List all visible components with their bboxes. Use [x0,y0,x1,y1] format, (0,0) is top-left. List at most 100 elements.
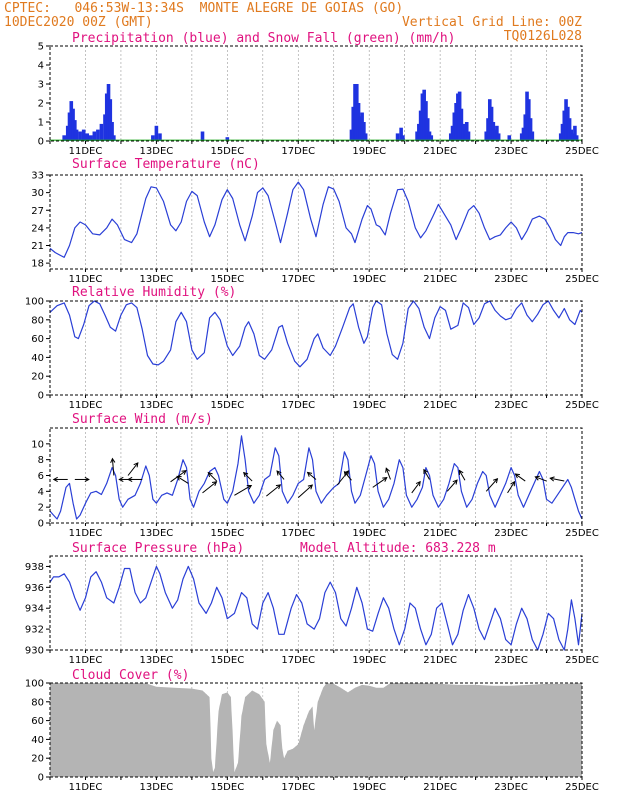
precip-bar [151,135,155,141]
wind-arrow [202,481,217,494]
wind-arrow-head [493,477,499,484]
wind-arrow-head [84,476,90,483]
vertical-grid-note: Vertical Grid Line: 00Z [402,15,582,30]
meteogram-panels: Precipitation (blue) and Snow Fall (gree… [25,31,599,793]
wind-arrow-head [133,462,139,468]
y-tick-label: 6 [38,471,44,482]
y-tick-label: 40 [31,735,44,746]
x-tick-label: 25DEC [565,782,599,793]
x-tick-label: 25DEC [565,400,599,411]
wind-arrow-head [549,476,555,482]
wind-arrow [234,485,252,496]
x-tick-label: 25DEC [565,655,599,666]
wind-arrow [458,470,466,481]
run-date: 10DEC2020 00Z (GMT) [4,15,153,30]
y-tick-label: 18 [31,259,44,270]
x-tick-label: 17DEC [281,528,315,539]
wind-arrow-head [382,476,388,482]
y-tick-label: 938 [25,562,44,573]
wind-arrow-head [127,476,133,483]
wind-arrow-head [207,471,213,478]
precip-bar [154,125,159,141]
x-tick-label: 17DEC [281,782,315,793]
wind-arrow [507,481,515,494]
wind-arrow [297,484,313,499]
precip-bar [362,122,366,141]
wind-arrow [535,476,547,482]
panel-title-cloud: Cloud Cover (%) [72,668,189,683]
wind-arrow-head [458,469,464,475]
panel-cloud: Cloud Cover (%) 0 20 40 60 80 100 11DEC 13DEC 15D… [25,668,599,793]
wind-line [49,435,583,520]
precip-bar [429,135,434,141]
x-tick-label: 11DEC [69,528,103,539]
precip-bar [78,131,82,141]
panel-precip: Precipitation (blue) and Snow Fall (gree… [38,31,599,157]
y-tick-label: 21 [31,241,44,252]
wind-arrow [550,477,565,482]
wind-arrow-head [415,480,421,487]
y-tick-label: 20 [31,372,44,383]
y-tick-label: 24 [31,223,44,234]
panel-title-temp: Surface Temperature (nC) [72,157,260,172]
x-tick-label: 23DEC [494,528,528,539]
y-tick-label: 20 [31,754,44,765]
cloud-cover-area [50,683,582,777]
y-tick-label: 80 [31,697,44,708]
x-tick-label: 13DEC [140,400,174,411]
x-tick-label: 21DEC [423,655,457,666]
y-tick-label: 934 [25,604,44,615]
y-tick-label: 3 [38,80,44,91]
wind-arrow-head [510,480,516,487]
x-tick-label: 19DEC [352,400,386,411]
wind-arrow [243,472,253,482]
temp-line [49,181,583,258]
x-tick-label: 15DEC [210,400,244,411]
x-tick-label: 21DEC [423,400,457,411]
rh-line [49,300,583,368]
precip-bar [110,122,114,141]
x-tick-label: 21DEC [423,528,457,539]
precip-bar [108,99,113,141]
wind-arrow [127,462,139,476]
y-tick-label: 930 [25,646,44,657]
y-tick-label: 100 [25,679,44,690]
precip-bar [507,135,512,141]
x-tick-label: 11DEC [69,782,103,793]
x-tick-label: 13DEC [140,274,174,285]
station-header: CPTEC: 046:53W-13:34S MONTE ALEGRE DE GO… [4,1,403,16]
wind-arrow-head [306,471,313,477]
panel-rh: Relative Humidity (%) 0 20 40 60 80 100 11DEC 13… [25,285,599,411]
y-tick-label: 2 [38,99,44,110]
precip-bar [425,118,430,141]
precip-bar [401,135,405,141]
panel-title-pressure: Surface Pressure (hPa) [72,541,244,556]
x-tick-label: 17DEC [281,655,315,666]
wind-arrow [372,477,388,488]
wind-arrow [485,478,498,492]
panel-frame [49,174,583,270]
precip-bar [62,135,66,141]
wind-arrow-head [452,479,458,485]
precip-bar [88,135,93,141]
x-tick-label: 25DEC [565,528,599,539]
y-tick-label: 0 [38,137,44,148]
wind-arrow-head [276,470,282,476]
precip-bar [112,135,116,141]
x-tick-label: 19DEC [352,274,386,285]
precip-bar [81,129,86,141]
wind-arrow-head [423,468,428,475]
y-tick-label: 100 [25,297,44,308]
precip-bar [496,133,501,141]
x-tick-label: 21DEC [423,782,457,793]
panel-frame [49,300,583,396]
precip-bar [99,123,104,141]
y-tick-label: 1 [38,118,44,129]
wind-arrow-head [307,484,314,490]
x-tick-label: 11DEC [69,274,103,285]
wind-arrow-head [275,484,282,490]
wind-arrow [344,471,352,481]
y-tick-label: 60 [31,716,44,727]
wind-arrow-head [534,475,540,481]
precip-bar [399,127,403,141]
